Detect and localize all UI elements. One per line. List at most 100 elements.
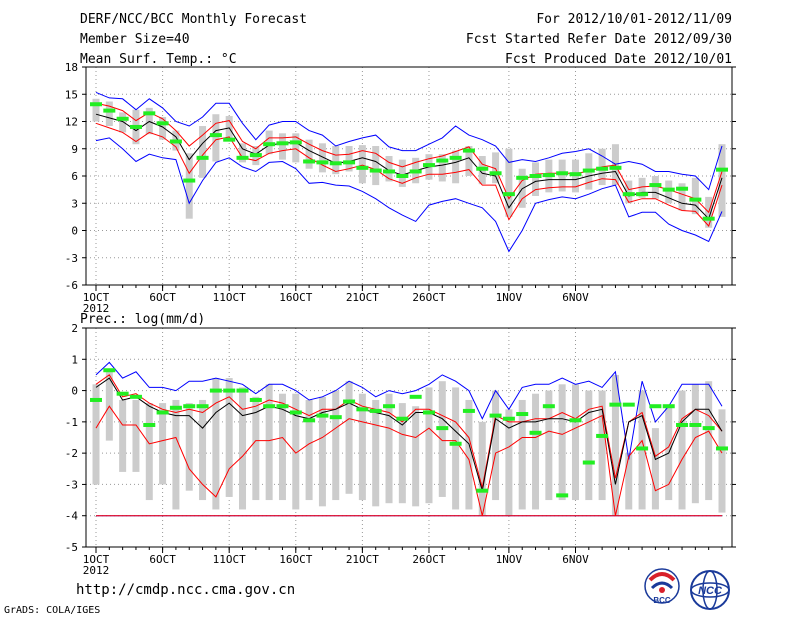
temp-ytick-label: 9 <box>71 143 78 156</box>
prec-observed-marker <box>289 410 302 415</box>
temp-observed-marker <box>582 168 595 173</box>
temp-ensemble-box <box>398 159 406 187</box>
prec-observed-marker <box>649 404 662 409</box>
temp-max-line <box>95 91 723 191</box>
prec-ensemble-box <box>678 390 686 510</box>
prec-observed-marker <box>476 488 489 493</box>
prec-observed-marker <box>383 404 396 409</box>
prec-ensemble-box <box>571 384 579 501</box>
prec-ytick-label: -5 <box>65 541 78 554</box>
prec-ytick-label: -2 <box>65 447 78 460</box>
temp-ensemble-box <box>358 145 366 184</box>
temp-ensemble-box <box>492 152 500 184</box>
prec-observed-marker <box>90 397 102 402</box>
prec-observed-marker <box>582 460 595 465</box>
prec-observed-marker <box>396 416 409 421</box>
prec-ensemble-box <box>292 393 300 510</box>
prec-ensemble-box <box>465 399 473 510</box>
temp-observed-marker <box>556 171 569 176</box>
source-url[interactable]: http://cmdp.ncc.cma.gov.cn <box>76 582 296 598</box>
temp-ensemble-box <box>159 116 167 140</box>
temp-xtick-label: 1OCT <box>83 291 110 304</box>
prec-observed-marker <box>542 404 555 409</box>
prec-ensemble-box <box>372 399 380 507</box>
temp-ensemble-box <box>452 150 460 184</box>
temp-observed-marker <box>676 186 689 191</box>
temp-observed-marker <box>516 175 529 180</box>
temp-ytick-label: -3 <box>65 252 78 265</box>
prec-ensemble-box <box>305 399 313 501</box>
prec-observed-marker <box>422 410 435 415</box>
prec-ensemble-box <box>598 390 606 501</box>
temp-ytick-label: 18 <box>65 61 78 74</box>
prec-ensemble-box <box>438 381 446 497</box>
temp-ensemble-box <box>665 180 673 204</box>
header-right: For 2012/10/01-2012/11/09 Fcst Started R… <box>466 11 732 71</box>
temp-xtick-label: 1NOV <box>496 291 523 304</box>
prec-ensemble-box <box>518 399 526 510</box>
temp-observed-marker <box>263 142 276 147</box>
temp-xtick-sublabel: 2012 <box>83 302 110 315</box>
ncc-logo: NCC <box>690 570 730 610</box>
prec-observed-marker <box>489 413 502 418</box>
temp-min-line <box>95 137 723 253</box>
temp-ensemble-box <box>558 159 566 192</box>
temp-observed-marker <box>542 173 555 178</box>
prec-xtick-label: 1NOV <box>496 553 523 566</box>
prec-observed-marker <box>103 368 116 373</box>
prec-observed-marker <box>209 388 222 393</box>
temp-ensemble-box <box>372 146 380 186</box>
temp-observed-marker <box>249 153 262 158</box>
prec-ensemble-box <box>425 387 433 504</box>
temp-observed-marker <box>90 102 102 107</box>
prec-ytick-label: 1 <box>71 353 78 366</box>
prec-observed-marker <box>156 410 169 415</box>
temp-observed-marker <box>369 168 382 173</box>
prec-ensemble-box <box>172 399 180 510</box>
prec-observed-marker <box>116 391 129 396</box>
temp-observed-marker <box>502 192 515 197</box>
temp-observed-marker <box>356 165 369 170</box>
temp-ensemble-box <box>651 176 659 199</box>
temp-observed-marker <box>449 155 462 160</box>
temp-ensemble-box <box>92 98 100 122</box>
prec-xtick-label: 6NOV <box>562 553 589 566</box>
prec-ensemble-box <box>278 393 286 501</box>
temp-observed-marker <box>116 116 129 121</box>
temp-observed-marker <box>596 166 609 171</box>
prec-ensemble-box <box>585 390 593 501</box>
prec-observed-marker <box>636 446 649 451</box>
temp-observed-marker <box>303 159 316 164</box>
prec-ytick-label: -4 <box>65 510 79 523</box>
temp-ytick-label: 15 <box>65 88 78 101</box>
prec-observed-marker <box>223 388 236 393</box>
temp-ytick-label: 0 <box>71 225 78 238</box>
produced-date: Fcst Produced Date 2012/10/01 <box>505 52 732 67</box>
temp-observed-marker <box>143 111 156 116</box>
prec-observed-marker <box>609 402 622 407</box>
temp-xtick-label: 11OCT <box>213 291 246 304</box>
temp-ensemble-box <box>718 144 726 217</box>
temp-ytick-label: 3 <box>71 197 78 210</box>
prec-observed-marker <box>356 407 369 412</box>
temp-observed-marker <box>329 161 342 166</box>
temp-observed-marker <box>529 174 542 178</box>
temp-observed-marker <box>276 141 289 146</box>
temp-mean-line <box>95 113 723 220</box>
prec-ensemble-box <box>145 403 153 501</box>
temp-observed-marker <box>316 160 329 165</box>
temp-observed-marker <box>489 171 502 176</box>
prec-observed-marker <box>436 426 449 431</box>
prec-xtick-sublabel: 2012 <box>83 564 110 577</box>
prec-ytick-label: -3 <box>65 478 78 491</box>
prec-observed-marker <box>369 408 382 413</box>
prec-observed-marker <box>183 404 196 409</box>
prec-p75-line <box>95 374 723 488</box>
temp-observed-marker <box>223 137 236 142</box>
header-left: DERF/NCC/BCC Monthly Forecast Member Siz… <box>80 11 307 71</box>
temp-ensemble-box <box>105 101 113 127</box>
prec-observed-marker <box>689 422 702 427</box>
temp-observed-marker <box>103 108 116 113</box>
temp-ensemble-box <box>185 153 193 219</box>
prec-observed-marker <box>263 404 276 409</box>
